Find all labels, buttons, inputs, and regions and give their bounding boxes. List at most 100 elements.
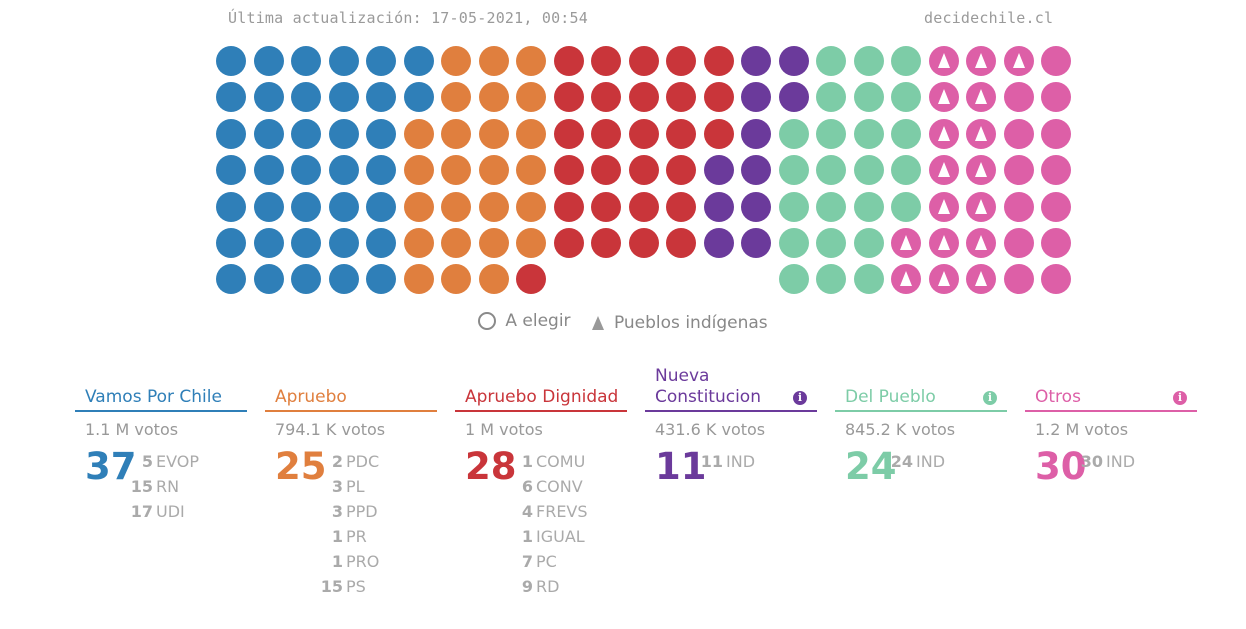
party-seats: 6 bbox=[521, 477, 533, 496]
seat bbox=[216, 228, 246, 258]
party-row: 15 PS bbox=[317, 574, 379, 599]
coalition-header[interactable]: Otros i bbox=[1025, 368, 1197, 412]
seat bbox=[441, 46, 471, 76]
indigenous-triangle-icon bbox=[975, 271, 987, 287]
seat bbox=[291, 118, 321, 149]
seat bbox=[253, 155, 284, 186]
coalition-votes: 431.6 K votos bbox=[655, 420, 766, 439]
seat bbox=[216, 155, 246, 186]
seat bbox=[516, 46, 546, 76]
party-seats: 1 bbox=[331, 527, 343, 546]
seat bbox=[516, 228, 546, 258]
indigenous-triangle-icon bbox=[975, 89, 987, 105]
seat bbox=[778, 46, 809, 76]
seat-indigenous bbox=[891, 264, 921, 295]
seat bbox=[816, 46, 846, 76]
seat bbox=[741, 46, 771, 76]
seat bbox=[741, 155, 771, 186]
seat-indigenous bbox=[928, 191, 959, 222]
party-label: PC bbox=[536, 552, 557, 571]
site-name: decidechile.cl bbox=[924, 9, 1054, 27]
coalition-name: Otros bbox=[1035, 387, 1081, 407]
seat bbox=[591, 228, 621, 258]
seat bbox=[703, 191, 734, 222]
seat bbox=[403, 118, 434, 149]
seat bbox=[1003, 82, 1034, 113]
coalition-votes: 794.1 K votos bbox=[275, 420, 386, 439]
seat bbox=[778, 228, 809, 258]
seat bbox=[591, 155, 621, 186]
seat bbox=[553, 228, 584, 258]
seat bbox=[891, 191, 921, 222]
seat bbox=[666, 155, 696, 186]
seat bbox=[516, 118, 546, 149]
seat bbox=[441, 82, 471, 113]
party-seats: 30 bbox=[1080, 452, 1103, 471]
info-icon[interactable]: i bbox=[983, 391, 997, 405]
seat-total: 28 bbox=[465, 445, 517, 488]
seat bbox=[1041, 46, 1071, 76]
seat bbox=[816, 155, 846, 186]
party-list: 5 EVOP 15 RN 17 UDI bbox=[127, 449, 199, 524]
party-row: 2 PDC bbox=[317, 449, 379, 474]
seat-total: 24 bbox=[845, 445, 897, 488]
seat bbox=[553, 155, 584, 186]
info-icon[interactable]: i bbox=[793, 391, 807, 405]
party-row: 6 CONV bbox=[507, 474, 588, 499]
seat bbox=[628, 228, 659, 258]
coalition-header[interactable]: Nueva Constitucion i bbox=[645, 366, 817, 412]
seat bbox=[816, 118, 846, 149]
seat bbox=[1003, 228, 1034, 258]
party-label: UDI bbox=[156, 502, 185, 521]
party-label: PRO bbox=[346, 552, 380, 571]
seat-indigenous bbox=[928, 228, 959, 258]
seat bbox=[591, 191, 621, 222]
seat bbox=[216, 82, 246, 113]
seat bbox=[216, 118, 246, 149]
coalition-name: Del Pueblo bbox=[845, 387, 936, 407]
indigenous-triangle-icon bbox=[975, 235, 987, 250]
party-row: 1 PRO bbox=[317, 549, 380, 574]
seat bbox=[403, 46, 434, 76]
seat bbox=[478, 228, 509, 258]
info-icon[interactable]: i bbox=[1173, 391, 1187, 405]
seat bbox=[328, 82, 359, 113]
seat bbox=[291, 191, 321, 222]
party-label: RD bbox=[536, 577, 560, 596]
seat-indigenous bbox=[966, 264, 996, 295]
seat bbox=[216, 191, 246, 222]
coalition-header[interactable]: Del Pueblo i bbox=[835, 368, 1007, 412]
seat bbox=[1041, 82, 1071, 113]
indigenous-triangle-icon bbox=[975, 125, 987, 141]
coalition-header[interactable]: Vamos Por Chile bbox=[75, 368, 247, 412]
coalition-name: Apruebo bbox=[275, 387, 347, 407]
indigenous-triangle-icon bbox=[937, 235, 950, 250]
party-seats: 1 bbox=[521, 452, 533, 471]
indigenous-triangle-icon bbox=[975, 53, 987, 68]
seat bbox=[478, 155, 509, 186]
party-row: 24 IND bbox=[887, 449, 945, 474]
party-label: PS bbox=[346, 577, 366, 596]
legend-indigenous: Pueblos indígenas bbox=[591, 313, 768, 333]
party-seats: 15 bbox=[130, 477, 153, 496]
coalition-header[interactable]: Apruebo bbox=[265, 368, 437, 412]
legend-to-elect: A elegir bbox=[478, 311, 571, 331]
party-row: 1 PR bbox=[317, 524, 379, 549]
seat-indigenous bbox=[928, 82, 959, 113]
party-label: IND bbox=[916, 452, 946, 471]
seat bbox=[853, 46, 884, 76]
seat bbox=[403, 155, 434, 186]
party-row: 3 PL bbox=[317, 474, 379, 499]
coalition-votes: 1.1 M votos bbox=[85, 420, 179, 439]
party-label: COMU bbox=[536, 452, 586, 471]
seat bbox=[853, 264, 884, 295]
party-list: 1 COMU 6 CONV 4 FREVS 1 IGUAL 7 PC 9 RD bbox=[507, 449, 588, 599]
seat bbox=[441, 228, 471, 258]
coalition-header[interactable]: Apruebo Dignidad bbox=[455, 368, 627, 412]
seat bbox=[778, 264, 809, 295]
seat bbox=[1041, 191, 1071, 222]
seat bbox=[291, 46, 321, 76]
coalition-otros: Otros i 1.2 M votos 30 30 IND bbox=[1025, 368, 1197, 487]
seat bbox=[703, 228, 734, 258]
coalition-votes: 1.2 M votos bbox=[1035, 420, 1129, 439]
